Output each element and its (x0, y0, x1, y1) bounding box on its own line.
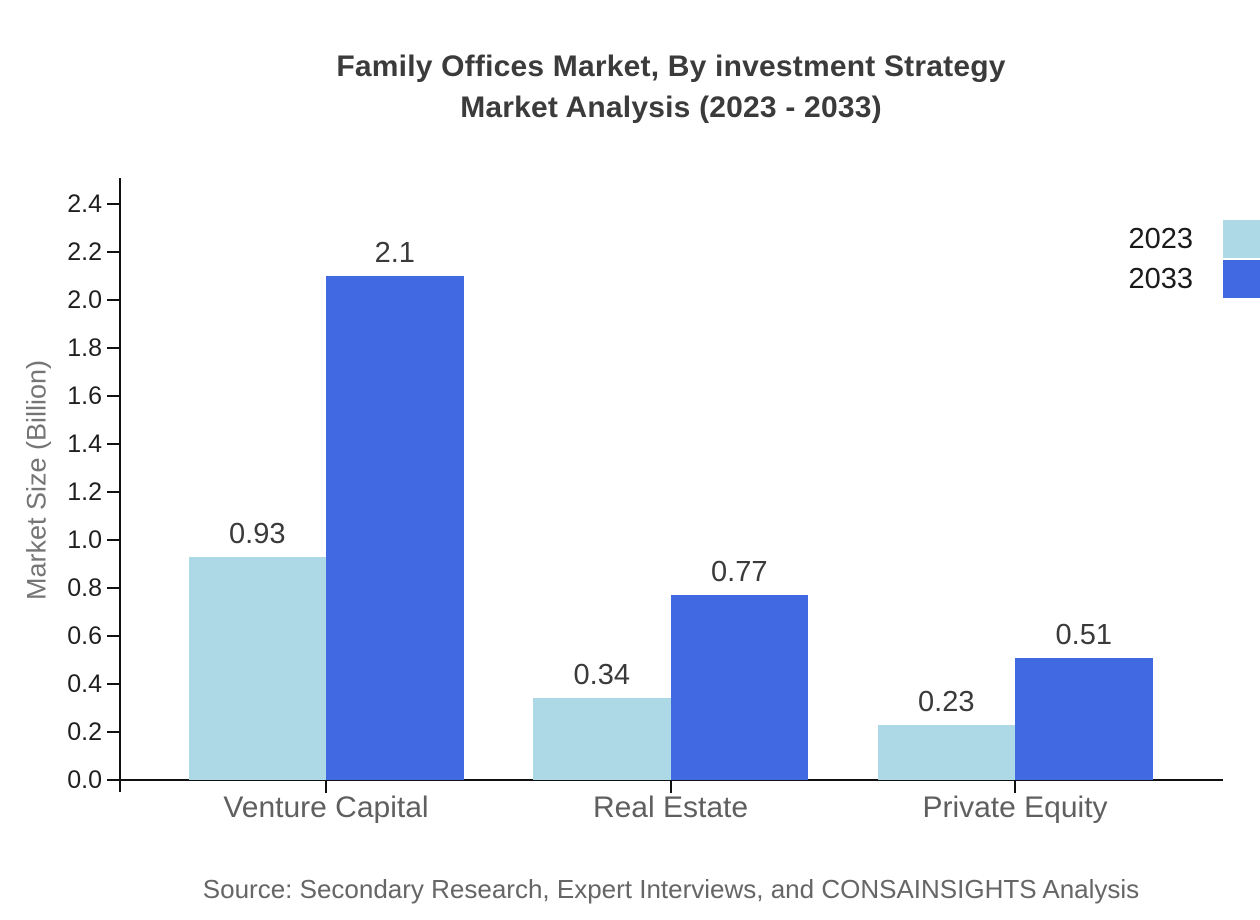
y-tick (107, 491, 119, 493)
y-tick-label: 1.4 (67, 430, 102, 458)
y-tick-label: 2.0 (67, 286, 102, 314)
x-category-label: Real Estate (592, 791, 749, 824)
y-tick (107, 587, 119, 589)
y-tick-label: 1.0 (67, 526, 102, 554)
x-category-label: Venture Capital (223, 791, 429, 824)
y-tick-label: 0.6 (67, 622, 102, 650)
legend-swatch-2023 (1223, 220, 1260, 258)
bar-2033-real-estate (670, 595, 808, 780)
y-tick-label: 2.2 (67, 238, 102, 266)
y-tick (107, 395, 119, 397)
y-tick (107, 731, 119, 733)
chart-title-line-2: Market Analysis (2023 - 2033) (460, 91, 882, 124)
y-tick (107, 539, 119, 541)
bar-value-label: 0.34 (573, 659, 630, 692)
legend-item: 2023 (1128, 220, 1260, 258)
bar-2033-private-equity (1015, 657, 1153, 780)
y-tick (107, 683, 119, 685)
y-tick-label: 0.0 (67, 766, 102, 794)
bar-value-label: 0.93 (229, 517, 286, 550)
x-tick (325, 781, 327, 793)
y-tick (107, 299, 119, 301)
y-tick (107, 347, 119, 349)
bar-value-label: 0.51 (1055, 618, 1112, 651)
legend-swatch-2033 (1223, 260, 1260, 298)
chart-title: Family Offices Market, By investment Str… (120, 46, 1222, 128)
y-tick-label: 1.6 (67, 382, 102, 410)
y-tick (107, 779, 119, 781)
x-tick (1014, 781, 1016, 793)
bar-2023-private-equity (877, 724, 1015, 780)
bar-value-label: 2.1 (374, 237, 415, 269)
legend-label-2033: 2033 (1128, 262, 1193, 295)
y-tick-label: 0.8 (67, 574, 102, 602)
y-tick-label: 2.4 (67, 190, 102, 218)
y-tick-label: 0.4 (67, 670, 102, 698)
y-tick (107, 443, 119, 445)
legend-label-2023: 2023 (1128, 222, 1193, 255)
y-tick-label: 1.8 (67, 334, 102, 362)
x-category-label: Private Equity (922, 791, 1108, 824)
y-axis-line (119, 178, 121, 792)
y-tick-label: 0.2 (67, 718, 102, 746)
source-note: Source: Secondary Research, Expert Inter… (202, 874, 1140, 904)
bar-value-label: 0.77 (711, 556, 768, 589)
y-tick (107, 203, 119, 205)
bar-value-label: 0.23 (918, 685, 975, 718)
x-tick (669, 781, 672, 793)
bar-2033-venture-capital (326, 276, 464, 780)
legend: 2023 2033 (1128, 220, 1260, 300)
y-tick-label: 1.2 (67, 478, 102, 506)
chart-title-line-1: Family Offices Market, By investment Str… (336, 50, 1006, 83)
legend-item: 2033 (1128, 260, 1260, 298)
x-axis-line (107, 779, 1223, 781)
bar-2023-venture-capital (188, 556, 326, 780)
y-tick (107, 635, 119, 637)
bar-2023-real-estate (533, 698, 671, 780)
y-tick (107, 251, 119, 253)
